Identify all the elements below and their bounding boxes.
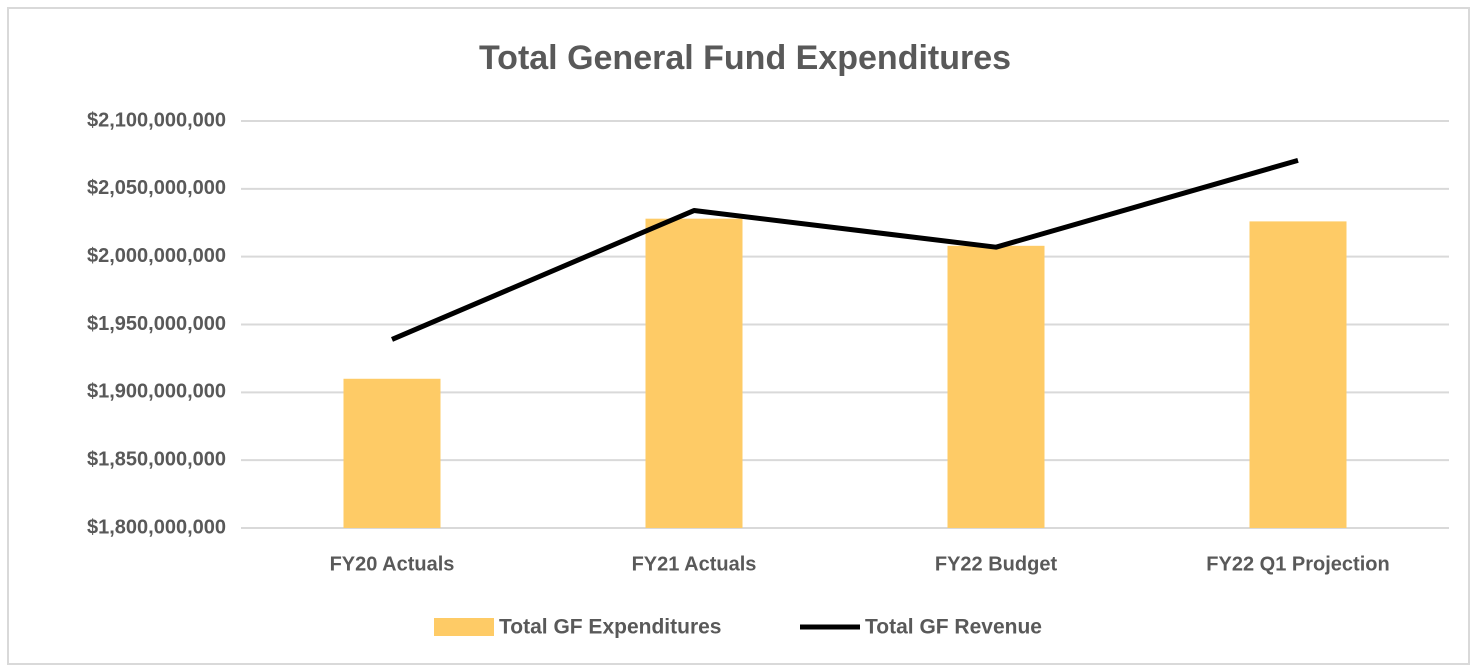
y-tick-label: $1,900,000,000 [87, 381, 226, 403]
y-tick-label: $1,950,000,000 [87, 313, 226, 335]
chart-title: Total General Fund Expenditures [479, 39, 1011, 77]
bar [947, 245, 1045, 528]
legend-label: Total GF Revenue [865, 616, 1042, 639]
y-tick-label: $1,800,000,000 [87, 516, 226, 538]
bar [645, 218, 743, 528]
legend-label: Total GF Expenditures [499, 616, 721, 639]
legend-swatch [434, 618, 494, 636]
x-tick-label: FY22 Q1 Projection [1206, 553, 1389, 575]
bar [343, 378, 441, 528]
bar [1249, 221, 1347, 529]
line [391, 157, 1299, 342]
x-tick-label: FY20 Actuals [330, 553, 455, 575]
y-tick-label: $1,850,000,000 [87, 448, 226, 470]
y-tick-label: $2,050,000,000 [87, 177, 226, 199]
x-tick-label: FY21 Actuals [632, 553, 757, 575]
y-tick-label: $2,000,000,000 [87, 245, 226, 267]
x-tick-label: FY22 Budget [935, 553, 1058, 575]
y-tick-label: $2,100,000,000 [87, 109, 226, 131]
